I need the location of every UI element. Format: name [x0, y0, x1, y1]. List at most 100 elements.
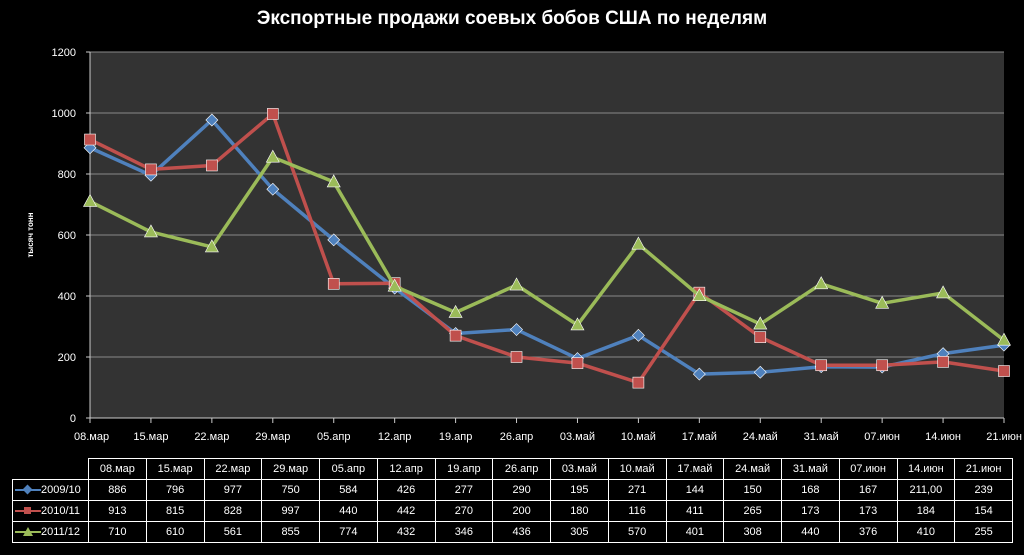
legend-key-icon: [15, 485, 41, 495]
table-header-cell: 26.апр: [492, 458, 551, 480]
table-value-cell: 855: [261, 521, 320, 543]
table-value-cell: 200: [492, 500, 551, 522]
data-point: [387, 278, 402, 292]
y-tick-label: 600: [58, 230, 76, 242]
table-corner-cell: [12, 458, 89, 480]
table-header-cell: 05.апр: [319, 458, 378, 480]
y-tick-label: 1000: [52, 108, 76, 120]
x-tick-label: 29.мар: [255, 431, 290, 443]
table-value-cell: 561: [203, 521, 263, 543]
table-value-cell: 167: [838, 479, 898, 501]
data-point: [84, 133, 96, 146]
x-tick-label: 14.июн: [925, 431, 961, 443]
x-tick-label: 07.июн: [864, 431, 900, 443]
series-legend-cell: 2010/11: [12, 500, 89, 522]
table-value-cell: 977: [203, 479, 263, 501]
table-header-cell: 07.июн: [838, 458, 898, 480]
data-point: [692, 288, 707, 301]
table-value-cell: 828: [203, 500, 263, 522]
table-value-cell: 308: [723, 521, 782, 543]
legend-key-icon: [15, 506, 41, 516]
table-value-cell: 180: [550, 500, 609, 522]
y-tick-label: 400: [58, 291, 76, 303]
table-header-cell: 29.мар: [261, 458, 320, 480]
series-name: 2011/12: [41, 526, 80, 538]
x-tick-label: 31.май: [804, 431, 839, 443]
data-table: 08.мар 15.мар 22.мар 29.мар 05.апр 12.апр 19.а…: [12, 458, 1013, 543]
data-point: [204, 239, 219, 253]
x-tick-label: 12.апр: [378, 431, 411, 443]
x-tick-label: 19.апр: [439, 431, 472, 443]
table-value-cell: 271: [607, 479, 667, 501]
table-value-cell: 913: [88, 500, 147, 522]
table-header-cell: 14.июн: [896, 458, 956, 480]
table-value-cell: 184: [896, 500, 956, 522]
data-point: [814, 276, 829, 290]
table-value-cell: 440: [319, 500, 378, 522]
series-2010-11: [84, 108, 1010, 389]
table-value-cell: 401: [665, 521, 725, 543]
table-header-cell: 17.май: [665, 458, 725, 480]
data-point: [206, 159, 218, 172]
table-header-cell: 24.май: [723, 458, 782, 480]
data-point: [266, 108, 279, 120]
table-value-cell: 173: [838, 500, 898, 522]
x-tick-label: 03.май: [560, 431, 595, 443]
x-tick-label: 21.июн: [986, 431, 1022, 443]
y-tick-label: 1200: [52, 47, 76, 59]
data-point: [205, 113, 219, 127]
data-point: [996, 332, 1012, 346]
data-point: [936, 285, 951, 299]
table-value-cell: 195: [550, 479, 609, 501]
data-point: [692, 367, 706, 381]
table-value-cell: 442: [376, 500, 436, 522]
table-value-cell: 796: [145, 479, 205, 501]
table-value-cell: 173: [781, 500, 840, 522]
table-value-cell: 265: [723, 500, 782, 522]
table-header-cell: 15.мар: [145, 458, 205, 480]
data-point: [570, 317, 585, 331]
table-value-cell: 610: [145, 521, 205, 543]
data-point: [509, 277, 524, 291]
data-series: [82, 108, 1012, 389]
x-tick-label: 10.май: [621, 431, 656, 443]
table-value-cell: 116: [607, 500, 667, 522]
table-value-cell: 270: [434, 500, 494, 522]
table-value-cell: 886: [88, 479, 147, 501]
table-value-cell: 211,00: [896, 479, 956, 501]
data-point: [145, 163, 157, 176]
table-value-cell: 290: [492, 479, 551, 501]
x-tick-label: 15.мар: [133, 431, 168, 443]
series-line: [89, 112, 1005, 385]
x-tick-label: 24.май: [743, 431, 778, 443]
data-point: [632, 376, 645, 389]
table-value-cell: 584: [319, 479, 378, 501]
y-tick-label: 200: [58, 352, 76, 364]
table-value-cell: 376: [838, 521, 898, 543]
data-point: [753, 365, 767, 379]
data-point: [998, 365, 1010, 377]
table-value-cell: 815: [145, 500, 205, 522]
table-value-cell: 168: [781, 479, 840, 501]
table-header-cell: 08.мар: [88, 458, 147, 480]
series-2011-12: [82, 149, 1012, 346]
data-point: [876, 359, 888, 372]
series-name: 2009/10: [41, 484, 81, 496]
legend-key-icon: [15, 527, 41, 537]
data-point: [571, 357, 584, 369]
table-header-cell: 12.апр: [376, 458, 436, 480]
chart-title: Экспортные продажи соевых бобов США по н…: [256, 8, 768, 29]
table-header-row: 08.мар 15.мар 22.мар 29.мар 05.апр 12.апр 19.а…: [12, 458, 1013, 480]
y-tick-label: 0: [70, 413, 76, 425]
table-value-cell: 346: [434, 521, 494, 543]
x-tick-label: 08.мар: [74, 431, 109, 443]
series-line: [89, 155, 1006, 342]
table-value-cell: 144: [665, 479, 725, 501]
table-header-cell: 10.май: [607, 458, 667, 480]
data-point: [449, 329, 462, 342]
table-value-cell: 277: [434, 479, 494, 501]
data-point: [753, 316, 768, 330]
table-value-cell: 997: [261, 500, 320, 522]
data-point: [510, 351, 523, 363]
data-point: [82, 193, 98, 207]
